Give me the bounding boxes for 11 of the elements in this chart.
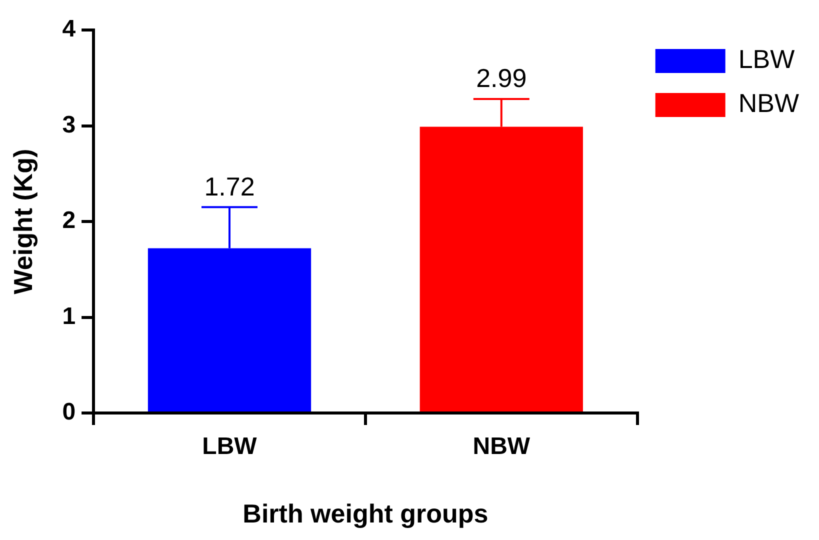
y-tick-label: 0 [62, 398, 76, 426]
y-tick-label: 3 [62, 111, 76, 138]
y-tick-label: 4 [62, 16, 76, 43]
data-label: 2.99 [476, 63, 527, 94]
x-axis-title: Birth weight groups [242, 498, 488, 529]
data-label: 1.72 [204, 171, 255, 202]
y-axis-title: Weight (Kg) [8, 148, 38, 294]
y-tick-label: 1 [62, 302, 76, 330]
y-tick-label: 2 [62, 207, 76, 234]
legend-label: LBW [738, 44, 796, 74]
legend-label: NBW [738, 88, 800, 118]
